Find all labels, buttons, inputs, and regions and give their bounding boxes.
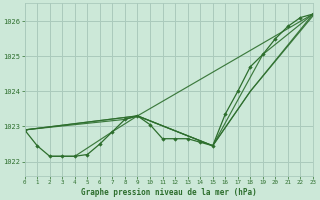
X-axis label: Graphe pression niveau de la mer (hPa): Graphe pression niveau de la mer (hPa) [81, 188, 257, 197]
